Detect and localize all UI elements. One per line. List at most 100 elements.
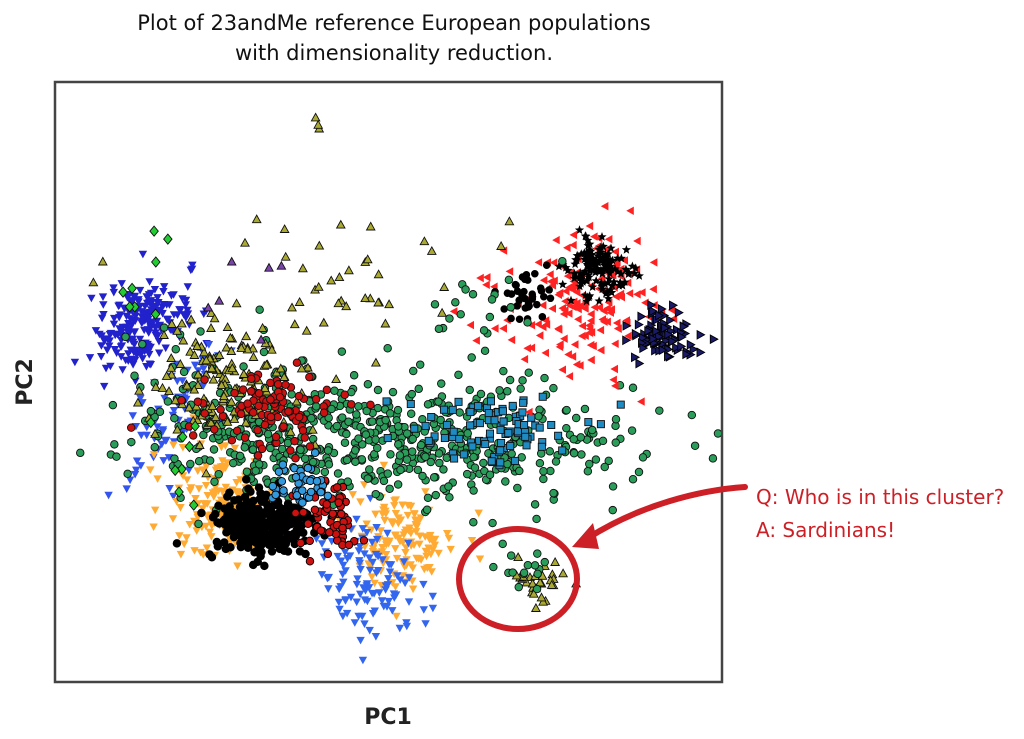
data-point: [412, 522, 421, 531]
data-point: [178, 472, 188, 480]
data-point: [558, 256, 567, 266]
data-point: [209, 445, 219, 454]
data-point: [170, 413, 179, 423]
data-point: [584, 292, 594, 302]
data-point: [455, 434, 464, 443]
data-point: [190, 547, 199, 555]
data-point: [426, 457, 435, 467]
data-point: [580, 254, 590, 264]
data-point: [279, 224, 290, 233]
data-point: [621, 264, 631, 274]
data-point: [558, 568, 569, 578]
data-point: [507, 449, 516, 459]
data-point: [201, 468, 212, 478]
data-point: [400, 563, 409, 571]
data-point: [248, 408, 258, 417]
data-point: [584, 418, 593, 427]
data-point: [135, 286, 145, 295]
data-point: [378, 556, 387, 564]
data-point: [280, 251, 291, 261]
data-point: [580, 290, 590, 300]
data-point: [554, 290, 562, 299]
data-point: [343, 477, 353, 486]
data-point: [388, 579, 397, 587]
data-point: [381, 507, 390, 516]
data-point: [126, 315, 135, 323]
data-point: [491, 324, 499, 333]
data-point: [403, 501, 413, 510]
data-point: [382, 603, 392, 611]
data-point: [475, 555, 485, 564]
data-point: [146, 406, 156, 416]
data-point: [381, 551, 391, 559]
data-point: [360, 550, 369, 558]
data-point: [155, 349, 164, 358]
data-point: [146, 289, 156, 298]
data-point: [88, 277, 99, 287]
data-point: [606, 243, 616, 253]
data-point: [159, 288, 168, 296]
data-point: [194, 485, 204, 493]
data-point: [173, 377, 182, 386]
data-point: [500, 305, 508, 313]
data-point: [617, 264, 625, 274]
data-point: [419, 606, 428, 614]
data-point: [316, 526, 326, 535]
data-point: [444, 534, 454, 543]
data-point: [208, 374, 219, 384]
data-point: [323, 549, 333, 559]
data-point: [301, 549, 310, 559]
data-point: [388, 387, 398, 397]
data-point: [115, 313, 124, 322]
data-point: [422, 552, 431, 561]
data-point: [271, 519, 280, 528]
data-point: [426, 531, 435, 540]
data-point: [387, 518, 396, 526]
data-point: [469, 518, 478, 527]
data-point: [97, 353, 106, 361]
data-point: [537, 442, 546, 451]
data-point: [456, 310, 465, 319]
data-point: [336, 583, 345, 591]
data-point: [266, 395, 275, 404]
data-point: [572, 360, 581, 369]
data-point: [205, 456, 215, 465]
data-point: [255, 530, 264, 540]
data-point: [384, 597, 393, 606]
data-point: [176, 550, 186, 559]
data-point: [340, 438, 350, 447]
data-point: [188, 261, 197, 270]
data-point: [655, 406, 664, 415]
data-point: [594, 248, 604, 258]
data-point: [450, 454, 459, 463]
data-point: [513, 483, 522, 493]
data-point: [532, 514, 541, 524]
data-point: [527, 578, 538, 588]
data-point: [587, 316, 595, 325]
data-point: [530, 602, 541, 612]
data-point: [410, 510, 419, 518]
data-point: [191, 495, 200, 503]
data-point: [572, 250, 582, 260]
data-point: [294, 296, 305, 306]
data-point: [356, 498, 365, 506]
data-point: [240, 237, 250, 247]
data-point: [166, 318, 177, 328]
data-point: [521, 275, 529, 284]
data-point: [385, 568, 395, 576]
data-point: [558, 304, 566, 313]
data-point: [365, 566, 375, 575]
cluster-23-triangle: [310, 112, 325, 133]
data-point: [620, 256, 628, 265]
data-point: [486, 397, 495, 406]
data-point: [466, 320, 474, 330]
data-point: [279, 546, 289, 556]
data-point: [638, 453, 648, 462]
data-point: [535, 423, 544, 432]
data-point: [127, 437, 136, 447]
data-point: [649, 333, 659, 344]
data-point: [600, 202, 609, 211]
data-point: [515, 296, 523, 305]
data-point: [696, 347, 706, 358]
data-point: [406, 529, 416, 538]
